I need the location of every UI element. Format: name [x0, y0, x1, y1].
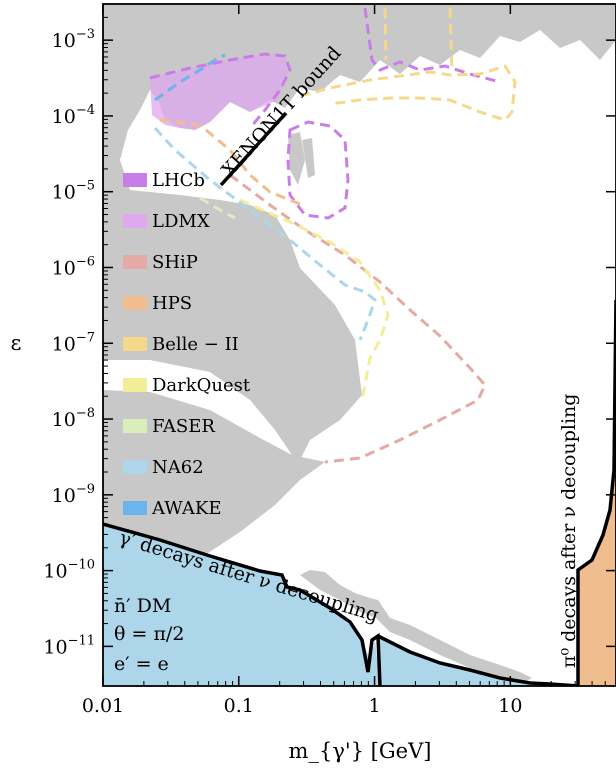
x-tick-label: 10	[498, 695, 522, 717]
y-tick-exponent: −11	[68, 633, 95, 648]
legend-label: SHiP	[152, 252, 198, 273]
legend-swatch	[123, 337, 147, 351]
dm-annotation-line1: n̄′ DM	[114, 595, 171, 617]
y-tick-exponent: −8	[76, 406, 95, 421]
darkquest-projection	[239, 198, 390, 401]
y-tick-label: 10−3	[52, 27, 95, 52]
na62-projection	[153, 126, 377, 341]
y-tick-label: 10−9	[52, 482, 95, 507]
gamma-decay-boundary	[103, 522, 579, 686]
y-tick-base: 10	[52, 257, 76, 279]
legend-swatch	[123, 296, 147, 310]
faser-projection	[199, 196, 236, 220]
y-axis-label: ε	[11, 331, 22, 355]
plot-frame	[102, 3, 616, 687]
gamma-decay-region-right	[380, 637, 578, 686]
legend-label: HPS	[152, 293, 192, 314]
narrow-resonance-spike	[288, 132, 305, 185]
lhcb-projection-top	[363, 7, 501, 84]
y-tick-label: 10−5	[52, 179, 95, 204]
y-tick-base: 10	[52, 409, 76, 431]
y-tick-label: 10−4	[52, 103, 95, 128]
ldmx-fill	[150, 54, 288, 130]
y-tick-base: 10	[43, 636, 67, 658]
belle2-vertical	[383, 7, 454, 73]
legend-swatch	[123, 255, 147, 269]
xenon1t-bound-line	[219, 111, 288, 187]
legend-swatch	[123, 501, 147, 515]
y-tick-exponent: −5	[76, 179, 95, 194]
lower-left-constraints	[103, 390, 325, 585]
y-tick-exponent: −4	[76, 103, 95, 118]
y-tick-exponent: −10	[68, 558, 95, 573]
y-tick-base: 10	[52, 106, 76, 128]
x-tick-label: 0.1	[224, 695, 254, 717]
awake-projection	[154, 53, 226, 102]
x-tick-label: 1	[369, 695, 381, 717]
axis-ticks: 0.01 0.1 1 1010−310−410−510−610−710−810−910…	[43, 3, 616, 717]
y-tick-exponent: −3	[76, 27, 95, 42]
y-tick-exponent: −6	[76, 254, 95, 269]
hps-projection	[159, 118, 301, 206]
legend-label: AWAKE	[151, 498, 221, 519]
legend-label: Belle − II	[152, 334, 239, 355]
pi0-decay-annotation: π⁰ decays after ν decoupling	[558, 394, 580, 668]
y-tick-base: 10	[52, 333, 76, 355]
legend-label: LDMX	[152, 211, 210, 232]
pi0-decay-boundary	[576, 299, 616, 686]
legend-swatch	[123, 460, 147, 474]
legend-swatch	[123, 378, 147, 392]
bottom-constraint-strip	[300, 570, 532, 682]
legend-label: FASER	[152, 416, 215, 437]
legend-label: NA62	[152, 457, 204, 478]
y-tick-exponent: −7	[76, 330, 95, 345]
y-tick-label: 10−10	[43, 558, 95, 583]
y-tick-base: 10	[52, 182, 76, 204]
y-tick-exponent: −9	[76, 482, 95, 497]
y-tick-label: 10−8	[52, 406, 95, 431]
y-tick-label: 10−7	[52, 330, 95, 355]
lhcb-projection	[286, 120, 350, 220]
legend-swatch	[123, 173, 147, 187]
legend: LHCb LDMX SHiP HPS Belle − II DarkQuest FASER N…	[123, 170, 251, 519]
legend-swatch	[123, 214, 147, 228]
x-tick-label: 0.01	[82, 695, 124, 717]
legend-label: LHCb	[152, 170, 205, 191]
gamma-decay-region	[103, 524, 550, 686]
legend-swatch	[123, 419, 147, 433]
narrow-resonance-spike-2	[302, 138, 315, 178]
y-tick-base: 10	[43, 561, 67, 583]
x-axis-label: m_{γ'} [GeV]	[289, 739, 432, 763]
dm-annotation-line3: e′ = e	[114, 653, 169, 675]
belle2-projection	[299, 64, 517, 122]
y-tick-base: 10	[52, 485, 76, 507]
dm-annotation-line2: θ = π/2	[114, 623, 184, 645]
y-tick-label: 10−11	[43, 633, 95, 658]
legend-label: DarkQuest	[152, 375, 251, 396]
y-tick-label: 10−6	[52, 254, 95, 279]
y-tick-base: 10	[52, 30, 76, 52]
ldmx-projection	[149, 52, 292, 129]
ship-projection	[229, 173, 487, 464]
